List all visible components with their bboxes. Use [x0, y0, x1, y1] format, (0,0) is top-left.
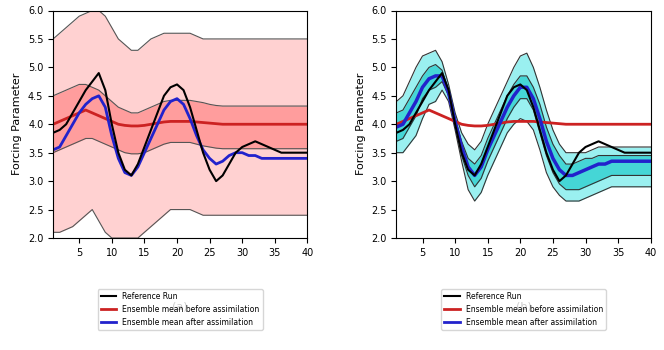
Legend: Reference Run, Ensemble mean before assimilation, Ensemble mean after assimilati: Reference Run, Ensemble mean before assi… — [441, 289, 606, 330]
Legend: Reference Run, Ensemble mean before assimilation, Ensemble mean after assimilati: Reference Run, Ensemble mean before assi… — [98, 289, 263, 330]
Title: (a): (a) — [173, 301, 188, 311]
Y-axis label: Forcing Parameter: Forcing Parameter — [13, 73, 23, 175]
Title: (b): (b) — [516, 301, 531, 311]
Y-axis label: Forcing Parameter: Forcing Parameter — [356, 73, 366, 175]
